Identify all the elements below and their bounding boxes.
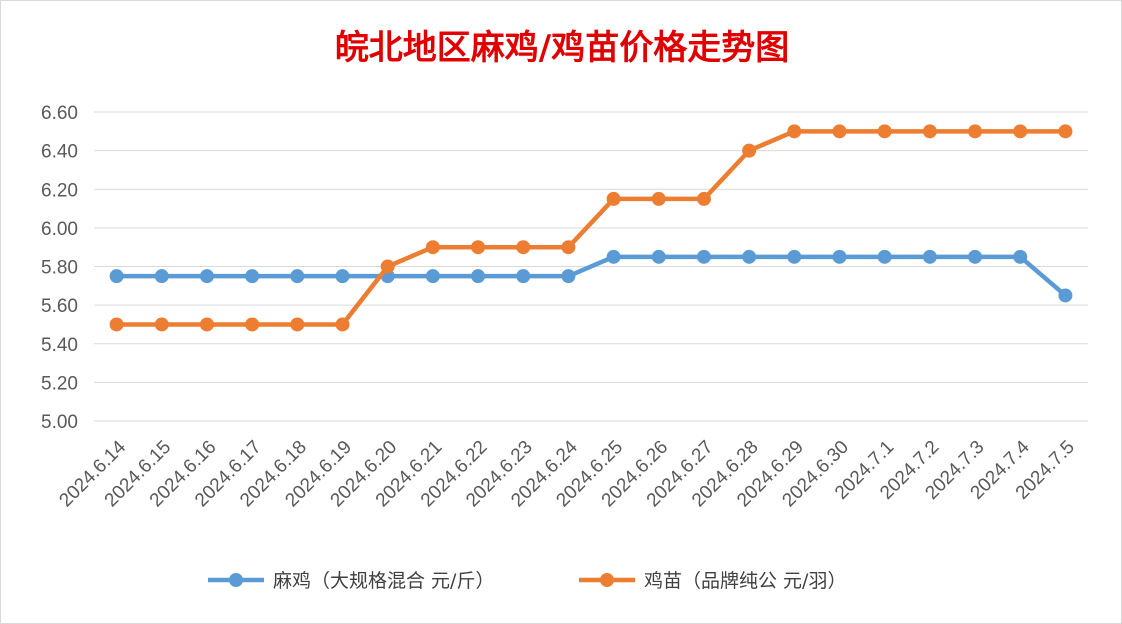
data-point: [922, 124, 937, 139]
data-point: [1013, 249, 1028, 264]
data-point: [877, 249, 892, 264]
legend-marker: [600, 573, 614, 587]
data-point: [787, 249, 802, 264]
data-point: [245, 269, 260, 284]
data-point: [380, 259, 395, 274]
data-point: [199, 317, 214, 332]
data-point: [335, 317, 350, 332]
data-point: [742, 143, 757, 158]
y-tick-label: 6.60: [41, 103, 78, 124]
legend-marker: [229, 573, 243, 587]
series-1: [109, 249, 1073, 303]
data-point: [516, 240, 531, 255]
data-point: [561, 269, 576, 284]
data-point: [245, 317, 260, 332]
data-point: [109, 317, 124, 332]
data-point: [154, 317, 169, 332]
chart-title: 皖北地区麻鸡/鸡苗价格走势图: [335, 28, 789, 68]
data-point: [199, 269, 214, 284]
data-point: [109, 269, 124, 284]
data-point: [832, 249, 847, 264]
data-point: [606, 249, 621, 264]
data-point: [290, 317, 305, 332]
data-point: [651, 249, 666, 264]
data-point: [425, 240, 440, 255]
y-tick-label: 5.00: [41, 412, 78, 433]
series-line: [116, 129, 1066, 327]
data-point: [696, 191, 711, 206]
data-point: [787, 124, 802, 139]
data-point: [742, 249, 757, 264]
y-tick-label: 5.80: [41, 258, 78, 279]
y-tick-label: 6.00: [41, 219, 78, 240]
data-point: [516, 269, 531, 284]
data-point: [1058, 124, 1073, 139]
legend-label: 麻鸡（大规格混合 元/斤）: [273, 570, 494, 592]
data-point: [1058, 288, 1073, 303]
legend-item: 鸡苗（品牌纯公 元/羽）: [579, 570, 846, 592]
data-point: [154, 269, 169, 284]
y-tick-label: 5.40: [41, 335, 78, 356]
series-line: [116, 254, 1067, 298]
data-point: [606, 191, 621, 206]
data-point: [561, 240, 576, 255]
series-2: [109, 124, 1073, 332]
data-point: [1013, 124, 1028, 139]
data-point: [922, 249, 937, 264]
legend-label: 鸡苗（品牌纯公 元/羽）: [644, 570, 846, 592]
data-point: [335, 269, 350, 284]
data-point: [471, 269, 486, 284]
y-axis-ticks: 5.00 5.20 5.40 5.60 5.80 6.00 6.20 6.40 6.60: [41, 103, 78, 433]
legend-item: 麻鸡（大规格混合 元/斤）: [208, 570, 494, 592]
data-point: [290, 269, 305, 284]
y-tick-label: 6.40: [41, 142, 78, 163]
data-point: [425, 269, 440, 284]
series-layer: [109, 124, 1073, 332]
data-point: [651, 191, 666, 206]
data-point: [877, 124, 892, 139]
data-point: [832, 124, 847, 139]
data-point: [696, 249, 711, 264]
legend: 麻鸡（大规格混合 元/斤） 鸡苗（品牌纯公 元/羽）: [208, 570, 846, 592]
data-point: [968, 124, 983, 139]
y-tick-label: 6.20: [41, 180, 78, 201]
y-tick-label: 5.20: [41, 373, 78, 394]
data-point: [968, 249, 983, 264]
y-tick-label: 5.60: [41, 296, 78, 317]
x-axis-ticks: 2024.6.142024.6.152024.6.162024.6.172024…: [56, 436, 1079, 511]
data-point: [471, 240, 486, 255]
